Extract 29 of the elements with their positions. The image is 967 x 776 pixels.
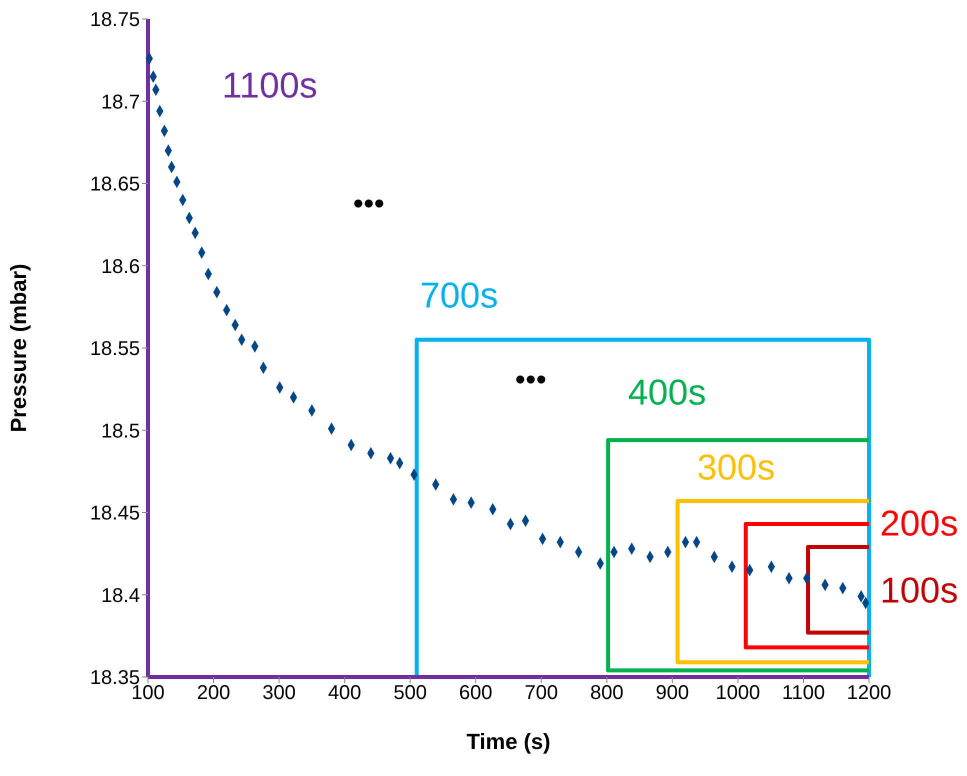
text: 100s (880, 570, 958, 610)
y-tick-label: 18.65 (90, 174, 140, 196)
text: 200s (880, 502, 958, 544)
y-tick-label: 18.75 (90, 9, 140, 32)
y-tick-label: 18.7 (101, 91, 140, 114)
y-tick-label: 18.55 (90, 338, 140, 360)
annotation: ••• (515, 364, 547, 396)
x-tick-label: 1000 (716, 682, 760, 704)
y-tick-label: 18.5 (101, 420, 140, 442)
x-tick-label: 500 (393, 682, 427, 704)
annotation: 300s (697, 446, 776, 488)
annotation: 400s (628, 372, 706, 412)
annotation: 700s (420, 274, 498, 316)
y-axis-title: Pressure (mbar) (6, 264, 31, 432)
x-tick-label: 400 (328, 682, 362, 704)
x-tick-label: 1200 (846, 682, 892, 704)
x-tick-label: 700 (524, 682, 558, 704)
x-axis-title: Time (s) (466, 729, 550, 754)
x-tick-label: 200 (196, 682, 230, 704)
x-tick-label: 300 (262, 682, 296, 704)
x-tick-label: 900 (656, 682, 690, 704)
y-tick-label: 18.45 (90, 502, 140, 525)
annotation: 1100s (222, 64, 318, 106)
y-tick-label: 18.4 (101, 584, 140, 607)
x-tick-label: 600 (459, 682, 492, 704)
x-tick-label: 800 (590, 682, 624, 704)
annotation: ••• (353, 188, 385, 220)
y-tick-label: 18.6 (101, 256, 140, 278)
x-tick-label: 1100 (782, 682, 825, 704)
